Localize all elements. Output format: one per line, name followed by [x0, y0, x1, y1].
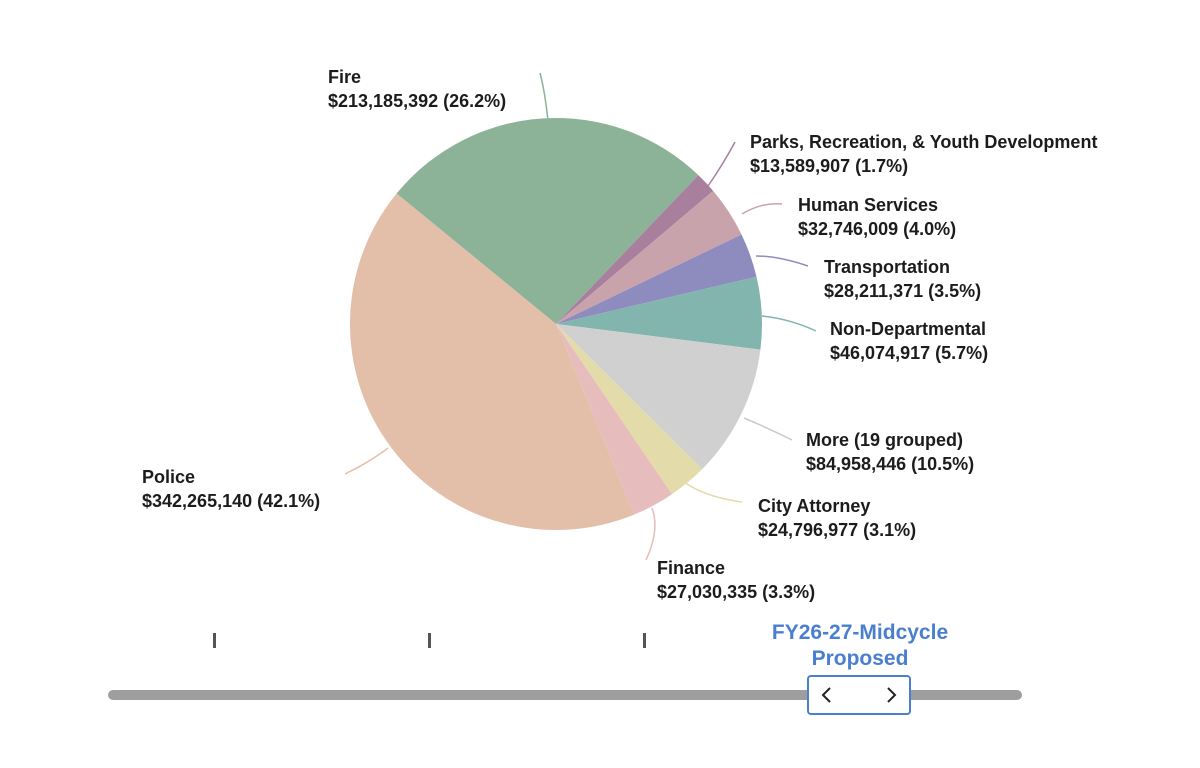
- pie-slice-fire[interactable]: [396, 117, 699, 324]
- pie-slice-transportation[interactable]: [556, 234, 757, 324]
- slice-value-label: $13,589,907 (1.7%): [750, 156, 908, 176]
- slice-name-label: Transportation: [824, 257, 950, 277]
- slice-value-label: $342,265,140 (42.1%): [142, 491, 320, 511]
- slice-name-label: Non-Departmental: [830, 319, 986, 339]
- pie-chart: Fire $213,185,392 (26.2%) Parks, Recreatio…: [142, 67, 1097, 602]
- leader-line: [743, 417, 793, 441]
- slice-name-label: More (19 grouped): [806, 430, 963, 450]
- timeline-slider-track[interactable]: [108, 690, 1022, 700]
- pie-slice-police[interactable]: [350, 193, 635, 530]
- pie-slice-parks-recreation-youth-development[interactable]: [556, 175, 714, 324]
- slice-name-label: City Attorney: [758, 496, 870, 516]
- timeline-current-label: FY26-27-Midcycle Proposed: [760, 620, 960, 672]
- leader-line: [539, 72, 549, 122]
- pie-slice-non-departmental[interactable]: [556, 276, 762, 350]
- slice-value-label: $213,185,392 (26.2%): [328, 91, 506, 111]
- pie-slice-city-attorney[interactable]: [556, 324, 703, 495]
- pie-slice-finance[interactable]: [556, 324, 672, 515]
- slice-value-label: $24,796,977 (3.1%): [758, 520, 916, 540]
- chevron-right-icon[interactable]: [881, 685, 901, 705]
- leader-line: [645, 507, 656, 561]
- pie-slice-more-19-grouped[interactable]: [556, 324, 761, 470]
- pie-slice-human-services[interactable]: [556, 190, 742, 324]
- timeline-label-line2: Proposed: [811, 647, 909, 670]
- leader-line: [707, 141, 736, 187]
- slice-name-label: Fire: [328, 67, 361, 87]
- timeline-tick[interactable]: [428, 633, 431, 648]
- leader-line: [741, 202, 783, 215]
- timeline-slider-handle[interactable]: [807, 675, 911, 715]
- leader-line: [761, 315, 817, 332]
- slice-name-label: Police: [142, 467, 195, 487]
- slice-value-label: $46,074,917 (5.7%): [830, 343, 988, 363]
- slice-name-label: Human Services: [798, 195, 938, 215]
- leader-line: [683, 481, 743, 503]
- timeline-tick[interactable]: [643, 633, 646, 648]
- chevron-left-icon[interactable]: [817, 685, 837, 705]
- leader-line: [344, 447, 389, 475]
- slice-value-label: $27,030,335 (3.3%): [657, 582, 815, 602]
- slice-value-label: $28,211,371 (3.5%): [824, 281, 981, 301]
- slice-value-label: $84,958,446 (10.5%): [806, 454, 974, 474]
- slice-value-label: $32,746,009 (4.0%): [798, 219, 956, 239]
- leader-line: [755, 255, 809, 267]
- slice-name-label: Finance: [657, 558, 725, 578]
- slice-name-label: Parks, Recreation, & Youth Development: [750, 132, 1097, 152]
- timeline-label-line1: FY26-27-Midcycle: [771, 621, 949, 644]
- timeline-tick[interactable]: [213, 633, 216, 648]
